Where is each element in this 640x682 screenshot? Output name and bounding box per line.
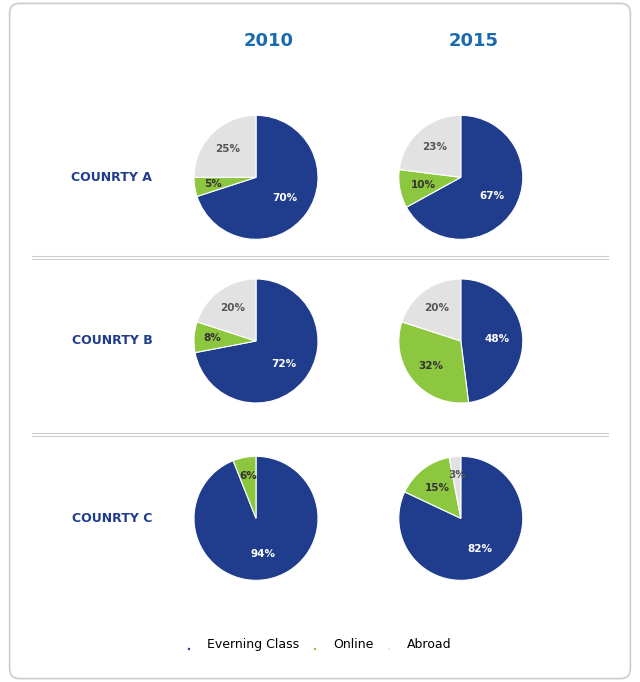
Wedge shape bbox=[197, 115, 318, 239]
Text: 72%: 72% bbox=[271, 359, 296, 369]
Legend: Everning Class, Online, Abroad: Everning Class, Online, Abroad bbox=[188, 638, 452, 651]
Text: COUNRTY C: COUNRTY C bbox=[72, 512, 152, 525]
Wedge shape bbox=[399, 456, 523, 580]
Wedge shape bbox=[195, 279, 318, 403]
Text: 82%: 82% bbox=[468, 544, 493, 554]
Text: 20%: 20% bbox=[220, 303, 245, 314]
Wedge shape bbox=[233, 456, 256, 518]
Text: 6%: 6% bbox=[239, 471, 257, 481]
Text: 67%: 67% bbox=[479, 191, 504, 201]
Text: 5%: 5% bbox=[204, 179, 222, 189]
Wedge shape bbox=[406, 115, 523, 239]
Text: 2015: 2015 bbox=[449, 32, 499, 50]
Wedge shape bbox=[461, 279, 523, 402]
Text: 48%: 48% bbox=[484, 333, 509, 344]
Wedge shape bbox=[404, 458, 461, 518]
Wedge shape bbox=[402, 279, 461, 341]
Wedge shape bbox=[399, 115, 461, 177]
Text: 94%: 94% bbox=[250, 548, 275, 559]
Text: 10%: 10% bbox=[410, 179, 436, 190]
Text: 20%: 20% bbox=[424, 303, 450, 314]
Wedge shape bbox=[194, 456, 318, 580]
Text: 32%: 32% bbox=[419, 361, 444, 370]
Text: 25%: 25% bbox=[215, 144, 240, 154]
Text: 70%: 70% bbox=[273, 194, 298, 203]
Wedge shape bbox=[399, 170, 461, 207]
Text: 8%: 8% bbox=[204, 333, 221, 343]
Text: 15%: 15% bbox=[425, 483, 450, 493]
Wedge shape bbox=[197, 279, 256, 341]
Wedge shape bbox=[399, 322, 468, 403]
Text: COUNRTY A: COUNRTY A bbox=[72, 170, 152, 184]
Text: 23%: 23% bbox=[422, 142, 447, 152]
Text: COUNRTY B: COUNRTY B bbox=[72, 334, 152, 348]
Wedge shape bbox=[194, 177, 256, 196]
Text: 3%: 3% bbox=[448, 470, 465, 480]
Wedge shape bbox=[449, 456, 461, 518]
Wedge shape bbox=[194, 115, 256, 177]
Wedge shape bbox=[194, 322, 256, 353]
Text: 2010: 2010 bbox=[244, 32, 294, 50]
